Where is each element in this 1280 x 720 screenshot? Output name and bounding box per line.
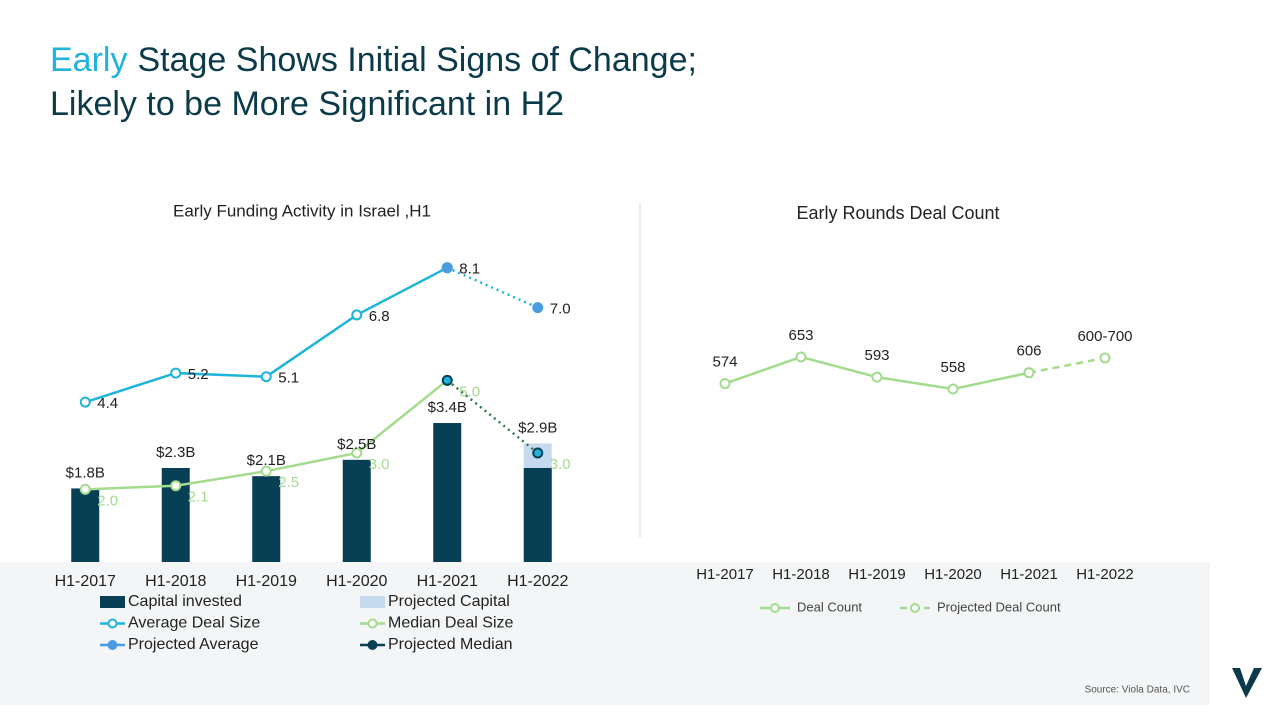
- source: Source: Viola Data, IVC: [1085, 685, 1190, 696]
- data-point: [260, 371, 272, 383]
- legend-label: Average Deal Size: [128, 615, 260, 632]
- data-point: [1023, 367, 1035, 379]
- data-point: [170, 367, 182, 379]
- legend-marker: [107, 618, 118, 629]
- data-point: [170, 480, 182, 492]
- series-line: [446, 379, 539, 454]
- legend-marker: [770, 603, 780, 613]
- title-highlight: Early: [50, 41, 127, 79]
- footer-band: [0, 562, 1210, 705]
- data-label: 653: [788, 327, 813, 344]
- x-tick-label: H1-2022: [1076, 566, 1134, 583]
- data-label: 606: [1016, 343, 1041, 360]
- x-tick-label: H1-2019: [236, 573, 297, 590]
- data-label: 593: [864, 347, 889, 364]
- chart-title: Early Funding Activity in Israel ,H1: [173, 201, 431, 220]
- data-label: 3.0: [550, 456, 571, 473]
- data-label: 558: [940, 359, 965, 376]
- data-point: [79, 483, 91, 495]
- legend-label: Projected Average: [128, 636, 259, 653]
- data-point: [532, 302, 544, 314]
- data-point: [351, 447, 363, 459]
- x-tick-label: H1-2020: [924, 566, 982, 583]
- legend-marker: [367, 618, 378, 629]
- legend-label: Projected Deal Count: [937, 599, 1061, 614]
- legend-label: Projected Median: [388, 636, 513, 653]
- bar: [71, 488, 100, 562]
- data-label: 4.4: [97, 395, 118, 412]
- data-point: [79, 396, 91, 408]
- legend-swatch: [360, 596, 385, 608]
- bar: [433, 423, 462, 562]
- x-tick-label: H1-2017: [55, 573, 116, 590]
- data-point: [260, 465, 272, 477]
- legend-label: Median Deal Size: [388, 615, 514, 632]
- data-point: [795, 351, 807, 363]
- data-label: 5.0: [459, 383, 480, 400]
- data-label: 5.2: [188, 366, 209, 383]
- data-label: 600-700: [1077, 328, 1132, 345]
- data-label: $2.1B: [247, 452, 286, 469]
- x-tick-label: H1-2018: [145, 573, 206, 590]
- chart-title: Early Rounds Deal Count: [796, 203, 999, 223]
- x-tick-label: H1-2022: [507, 573, 568, 590]
- data-point: [719, 378, 731, 390]
- data-point: [871, 371, 883, 383]
- data-label: 6.8: [369, 308, 390, 325]
- x-tick-label: H1-2018: [772, 566, 830, 583]
- bar: [523, 467, 552, 562]
- slide-title-line2: Likely to be More Significant in H2: [50, 85, 564, 123]
- data-label: $2.3B: [156, 444, 195, 461]
- data-label: $2.5B: [337, 436, 376, 453]
- data-label: 8.1: [459, 261, 480, 278]
- bar: [342, 459, 371, 562]
- x-tick-label: H1-2020: [326, 573, 387, 590]
- data-label: $2.9B: [518, 419, 557, 436]
- data-label: 5.1: [278, 370, 299, 387]
- x-tick-label: H1-2021: [417, 573, 478, 590]
- x-tick-label: H1-2019: [848, 566, 906, 583]
- series-line: [1028, 356, 1106, 375]
- x-tick-label: H1-2021: [1000, 566, 1058, 583]
- data-label: $1.8B: [66, 464, 105, 481]
- legend-label: Projected Capital: [388, 593, 510, 610]
- legend-swatch: [100, 596, 125, 608]
- data-point: [532, 447, 544, 459]
- legend-marker: [910, 603, 920, 613]
- data-label: 7.0: [550, 301, 571, 318]
- data-label: 2.0: [97, 492, 118, 509]
- data-label: 2.5: [278, 474, 299, 491]
- data-label: 2.1: [188, 489, 209, 506]
- title-rest: Stage Shows Initial Signs of Change;: [137, 41, 696, 79]
- legend-marker: [107, 640, 118, 650]
- legend-marker: [367, 640, 378, 650]
- legend-label: Deal Count: [797, 599, 862, 614]
- bar: [252, 476, 281, 562]
- data-point: [1099, 352, 1111, 364]
- x-tick-label: H1-2017: [696, 566, 754, 583]
- legend-label: Capital invested: [128, 593, 242, 610]
- data-point: [441, 374, 453, 386]
- logo: [1232, 668, 1262, 698]
- slide-title: Early Stage Shows Initial Signs of Change…: [50, 41, 697, 79]
- data-label: 574: [712, 354, 737, 371]
- data-label: $3.4B: [428, 399, 467, 416]
- series-line: [446, 266, 539, 309]
- data-label: 3.0: [369, 456, 390, 473]
- data-point: [947, 383, 959, 395]
- data-point: [351, 309, 363, 321]
- data-point: [441, 262, 453, 274]
